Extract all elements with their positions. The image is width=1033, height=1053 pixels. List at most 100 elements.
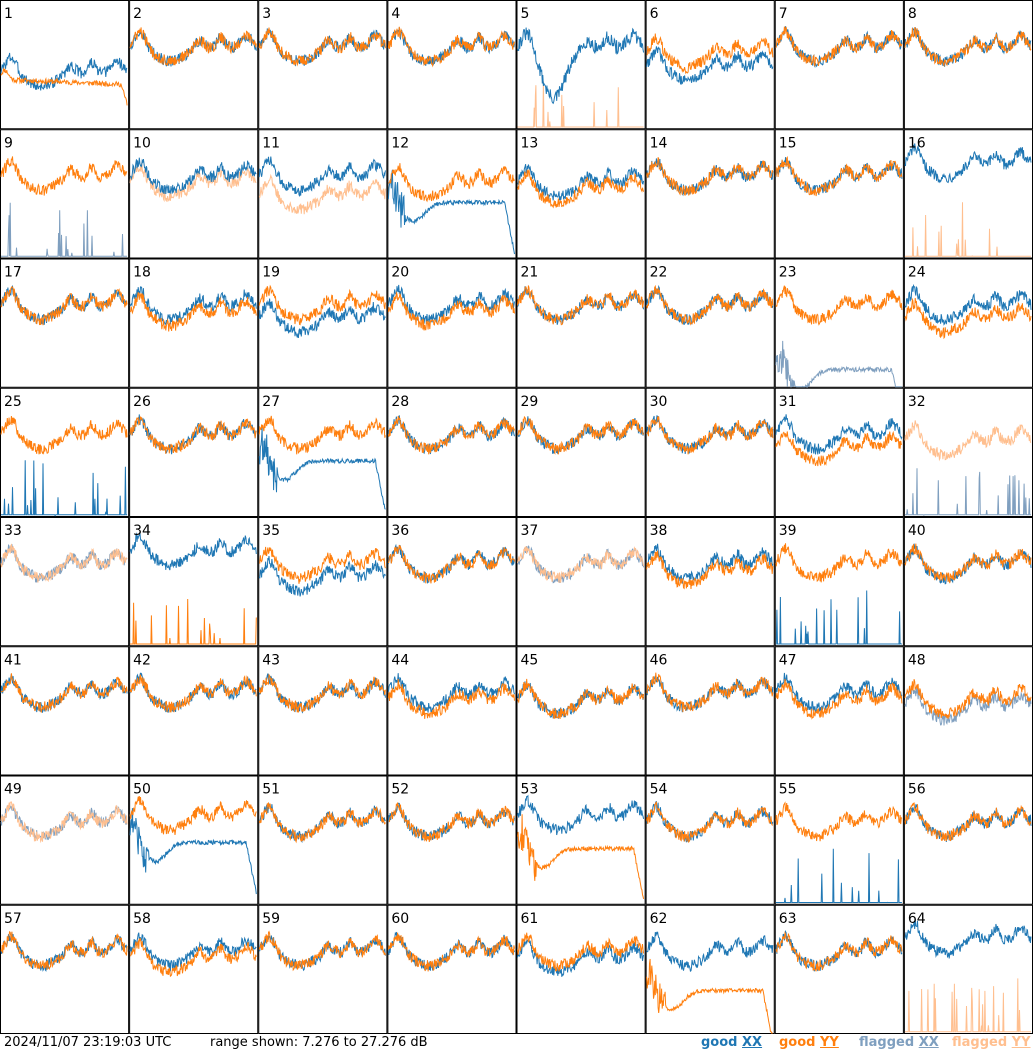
panel-52-yy-line — [388, 802, 515, 843]
legend-flagged-yy: flagged YY — [952, 1035, 1031, 1051]
panel-label: 46 — [650, 652, 668, 668]
panel-59: 59 — [258, 904, 388, 1034]
panel-label: 29 — [521, 394, 539, 410]
panel-53-yy-line — [517, 814, 645, 900]
panel-43-yy-line — [258, 673, 386, 713]
panel-frame — [258, 904, 388, 1034]
panel-57-yy-line — [0, 930, 128, 971]
panel-frame — [903, 775, 1033, 905]
panel-label: 12 — [391, 135, 409, 151]
panel-5-xx-line — [517, 27, 645, 105]
panel-4-yy-line — [387, 26, 515, 68]
panel-21: 21 — [516, 258, 646, 388]
panel-1-xx-line — [0, 52, 128, 91]
panel-50-yy-line — [129, 795, 257, 835]
panel-label: 64 — [908, 911, 926, 927]
panel-27: 27 — [258, 387, 388, 517]
panel-17-yy-line — [0, 286, 128, 326]
panel-51: 51 — [258, 775, 388, 905]
panel-23: 23 — [774, 258, 904, 389]
panel-61: 61 — [516, 904, 646, 1034]
panel-label: 2 — [133, 6, 142, 22]
panel-label: 53 — [521, 782, 539, 798]
panel-38: 38 — [645, 517, 775, 647]
panel-49: 49 — [0, 775, 130, 905]
panel-label: 14 — [650, 135, 668, 151]
panel-label: 1 — [4, 6, 13, 22]
panel-35: 35 — [258, 517, 388, 647]
panel-2-yy-line — [129, 27, 257, 66]
panel-frame — [903, 387, 1033, 517]
panel-label: 57 — [4, 911, 22, 927]
panel-label: 27 — [262, 394, 280, 410]
panel-20: 20 — [387, 258, 517, 388]
panel-label: 13 — [521, 135, 539, 151]
panel-10-xx-line — [129, 157, 257, 195]
panel-label: 62 — [650, 911, 668, 927]
panel-label: 40 — [908, 523, 926, 539]
panel-frame — [774, 0, 904, 130]
panel-label: 58 — [133, 911, 151, 927]
panel-label: 41 — [4, 652, 22, 668]
panel-24-xx-line — [904, 283, 1032, 326]
panel-64: 64 — [903, 904, 1033, 1034]
panel-24: 24 — [903, 258, 1033, 388]
panel-31-yy-line — [775, 430, 903, 467]
panel-3: 3 — [258, 0, 388, 130]
panel-45-yy-line — [517, 678, 645, 719]
panel-26-xx-line — [129, 414, 257, 455]
panel-50: 50 — [129, 775, 259, 905]
panel-frame — [645, 258, 775, 388]
panel-frame — [645, 904, 775, 1034]
panel-frame — [0, 387, 130, 517]
panel-1-yy-line — [0, 67, 128, 106]
panel-10-yy-line — [129, 162, 257, 203]
panel-frame — [387, 0, 517, 130]
panel-28-yy-line — [387, 416, 515, 455]
panel-11-xx-line — [258, 156, 386, 198]
panel-42-yy-line — [129, 674, 257, 713]
legend-flagged-xx-word: flagged — [859, 1035, 915, 1050]
panel-label: 56 — [908, 782, 926, 798]
panel-11: 11 — [258, 129, 388, 259]
panel-56: 56 — [903, 775, 1033, 905]
panel-label: 38 — [650, 523, 668, 539]
panel-frame — [774, 904, 904, 1034]
panel-frame — [774, 258, 904, 388]
panel-39-yy-line — [775, 543, 903, 583]
panel-frame — [516, 646, 646, 776]
panel-frame — [258, 517, 388, 647]
panel-22-yy-line — [646, 284, 774, 326]
panel-label: 5 — [521, 6, 530, 22]
panel-63: 63 — [774, 904, 904, 1034]
panel-label: 32 — [908, 394, 926, 410]
panel-36-yy-line — [387, 544, 515, 584]
panel-label: 30 — [650, 394, 668, 410]
panel-label: 49 — [4, 782, 22, 798]
panel-36: 36 — [387, 517, 517, 647]
panel-label: 36 — [391, 523, 409, 539]
legend-flagged-yy-pol: YY — [1011, 1035, 1031, 1050]
panel-frame — [516, 904, 646, 1034]
panel-6: 6 — [645, 0, 775, 130]
panel-label: 10 — [133, 135, 151, 151]
legend-flagged-xx-pol: XX — [918, 1035, 939, 1050]
panel-label: 63 — [779, 911, 797, 927]
panel-frame — [258, 0, 388, 130]
panel-15-yy-line — [775, 156, 903, 197]
panel-label: 11 — [262, 135, 280, 151]
panel-frame — [774, 775, 904, 905]
panel-frame — [129, 646, 259, 776]
panel-52: 52 — [387, 775, 517, 905]
panel-label: 34 — [133, 523, 151, 539]
panel-frame — [0, 904, 130, 1034]
panel-25: 25 — [0, 387, 130, 517]
panel-14: 14 — [645, 129, 775, 259]
panel-frame — [903, 0, 1033, 130]
panel-44-yy-line — [387, 678, 515, 719]
panel-label: 19 — [262, 265, 280, 281]
panel-label: 48 — [908, 652, 926, 668]
panel-32-yy-line — [904, 420, 1032, 462]
panel-label: 61 — [521, 911, 539, 927]
panel-38-xx-line — [646, 543, 774, 585]
